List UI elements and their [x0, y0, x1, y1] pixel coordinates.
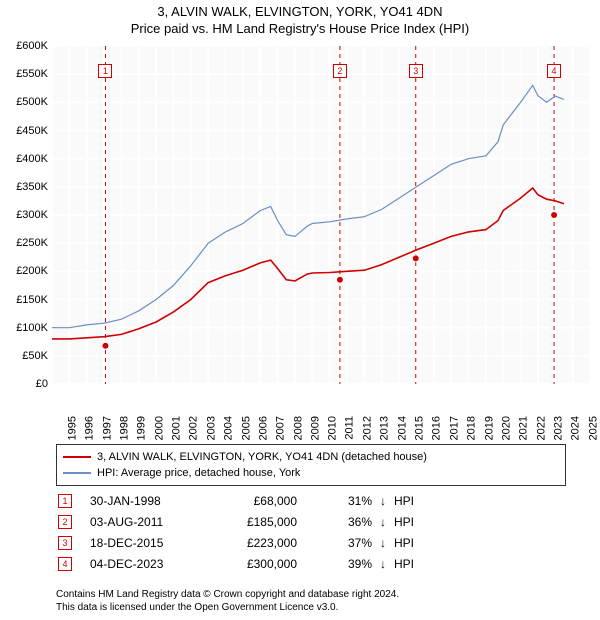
x-tick-label: 2003	[205, 416, 217, 440]
chart-event-marker: 4	[547, 64, 561, 78]
y-tick-label: £250K	[16, 237, 48, 249]
x-tick-label: 2013	[379, 416, 391, 440]
chart-title: 3, ALVIN WALK, ELVINGTON, YORK, YO41 4DN	[0, 0, 600, 19]
x-tick-label: 2002	[188, 416, 200, 440]
x-tick-label: 2007	[275, 416, 287, 440]
x-tick-label: 2006	[257, 416, 269, 440]
event-date: 03-AUG-2011	[72, 515, 202, 529]
event-row: 203-AUG-2011£185,00036%↓HPI	[56, 511, 566, 532]
down-arrow-icon: ↓	[372, 536, 394, 550]
x-tick-label: 2016	[431, 416, 443, 440]
plot-container: £0 £50K £100K £150K £200K £250K £300K £350K £400…	[0, 38, 600, 438]
x-tick-label: 2008	[292, 416, 304, 440]
x-tick-label: 2020	[500, 416, 512, 440]
plot-area: 1 2 3 4	[52, 46, 590, 384]
footer-text: Contains HM Land Registry data © Crown c…	[56, 589, 399, 614]
x-tick-label: 2012	[362, 416, 374, 440]
event-row: 404-DEC-2023£300,00039%↓HPI	[56, 553, 566, 574]
x-tick-label: 2011	[343, 416, 355, 440]
event-pct: 37%	[297, 536, 372, 550]
legend-box: 3, ALVIN WALK, ELVINGTON, YORK, YO41 4DN…	[56, 444, 566, 486]
event-row: 318-DEC-2015£223,00037%↓HPI	[56, 532, 566, 553]
y-tick-label: £100K	[16, 322, 48, 334]
chart-event-marker: 3	[409, 64, 423, 78]
event-price: £223,000	[202, 536, 297, 550]
x-tick-label: 2021	[518, 416, 530, 440]
event-date: 04-DEC-2023	[72, 557, 202, 571]
chart-container: 3, ALVIN WALK, ELVINGTON, YORK, YO41 4DN…	[0, 0, 600, 620]
legend-swatch	[63, 472, 91, 474]
down-arrow-icon: ↓	[372, 494, 394, 508]
x-tick-label: 1996	[84, 416, 96, 440]
down-arrow-icon: ↓	[372, 557, 394, 571]
x-tick-label: 2009	[309, 416, 321, 440]
event-pct: 39%	[297, 557, 372, 571]
event-date: 18-DEC-2015	[72, 536, 202, 550]
y-tick-label: £500K	[16, 96, 48, 108]
event-hpi-label: HPI	[394, 515, 434, 529]
y-tick-label: £400K	[16, 153, 48, 165]
event-hpi-label: HPI	[394, 557, 434, 571]
event-marker-icon: 1	[58, 494, 72, 508]
footer-line-1: Contains HM Land Registry data © Crown c…	[56, 589, 399, 602]
event-marker-icon: 3	[58, 536, 72, 550]
legend-swatch	[63, 456, 91, 458]
x-tick-label: 2014	[396, 416, 408, 440]
event-marker-icon: 2	[58, 515, 72, 529]
x-tick-label: 2022	[535, 416, 547, 440]
x-tick-label: 2019	[483, 416, 495, 440]
event-price: £300,000	[202, 557, 297, 571]
y-axis-labels: £0 £50K £100K £150K £200K £250K £300K £350K £400…	[0, 38, 52, 438]
x-tick-label: 2015	[414, 416, 426, 440]
y-tick-label: £150K	[16, 294, 48, 306]
event-pct: 31%	[297, 494, 372, 508]
footer-line-2: This data is licensed under the Open Gov…	[56, 602, 399, 615]
y-tick-label: £550K	[16, 68, 48, 80]
x-tick-label: 1995	[66, 416, 78, 440]
chart-event-marker: 1	[98, 64, 112, 78]
events-table: 130-JAN-1998£68,00031%↓HPI203-AUG-2011£1…	[56, 490, 566, 574]
event-marker-icon: 4	[58, 557, 72, 571]
legend-row: 3, ALVIN WALK, ELVINGTON, YORK, YO41 4DN…	[63, 449, 559, 465]
x-tick-label: 1999	[136, 416, 148, 440]
event-row: 130-JAN-1998£68,00031%↓HPI	[56, 490, 566, 511]
x-tick-label: 2005	[240, 416, 252, 440]
event-date: 30-JAN-1998	[72, 494, 202, 508]
y-tick-label: £0	[36, 378, 48, 390]
x-tick-label: 2025	[587, 416, 599, 440]
y-tick-label: £350K	[16, 181, 48, 193]
x-tick-label: 2001	[171, 416, 183, 440]
x-tick-label: 2017	[448, 416, 460, 440]
legend-row: HPI: Average price, detached house, York	[63, 465, 559, 481]
x-tick-label: 2023	[552, 416, 564, 440]
x-tick-label: 1998	[119, 416, 131, 440]
chart-subtitle: Price paid vs. HM Land Registry's House …	[0, 19, 600, 36]
x-tick-label: 2018	[466, 416, 478, 440]
down-arrow-icon: ↓	[372, 515, 394, 529]
x-tick-label: 1997	[101, 416, 113, 440]
event-pct: 36%	[297, 515, 372, 529]
y-tick-label: £600K	[16, 40, 48, 52]
x-tick-label: 2010	[327, 416, 339, 440]
x-tick-label: 2004	[223, 416, 235, 440]
chart-event-marker: 2	[333, 64, 347, 78]
y-tick-label: £450K	[16, 125, 48, 137]
y-tick-label: £300K	[16, 209, 48, 221]
legend-label: 3, ALVIN WALK, ELVINGTON, YORK, YO41 4DN…	[97, 451, 427, 463]
x-tick-label: 2024	[570, 416, 582, 440]
y-tick-label: £200K	[16, 265, 48, 277]
event-hpi-label: HPI	[394, 494, 434, 508]
event-hpi-label: HPI	[394, 536, 434, 550]
x-tick-label: 2000	[153, 416, 165, 440]
event-price: £68,000	[202, 494, 297, 508]
lines-svg	[52, 46, 590, 384]
x-axis-labels: 1995 1996 1997 1998 1999 2000 2001 2002 2003 2004…	[52, 384, 590, 438]
y-tick-label: £50K	[22, 350, 48, 362]
legend-label: HPI: Average price, detached house, York	[97, 467, 300, 479]
event-price: £185,000	[202, 515, 297, 529]
